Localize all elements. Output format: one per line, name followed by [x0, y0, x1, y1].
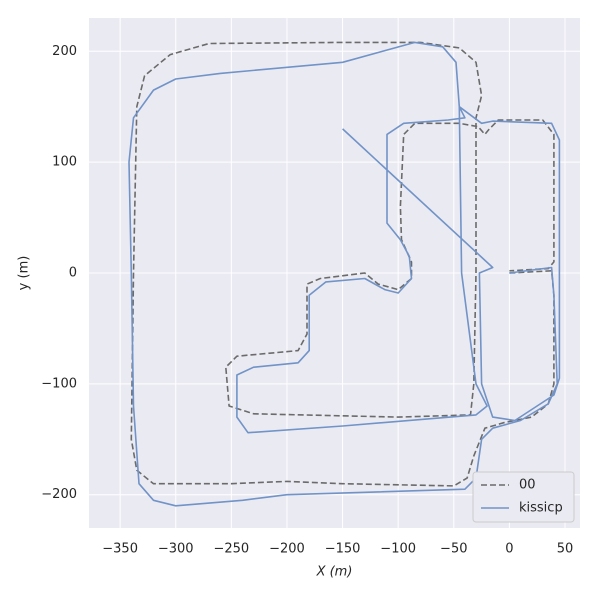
trajectory-line	[130, 41, 555, 487]
legend-label: 00	[519, 478, 536, 493]
y-tick-label: −200	[41, 487, 77, 502]
y-tick-label: 100	[52, 155, 77, 170]
legend: 00 kissicp	[472, 471, 575, 523]
legend-label: kissicp	[519, 501, 563, 516]
y-tick-label: 200	[52, 44, 77, 59]
x-tick-label: 50	[557, 542, 574, 557]
x-axis-label: X (m)	[316, 565, 353, 580]
x-tick-label: 0	[505, 542, 513, 557]
x-tick-label: −50	[440, 542, 467, 557]
x-tick-label: −150	[325, 542, 361, 557]
x-tick-label: −200	[269, 542, 305, 557]
y-tick-label: −100	[41, 376, 77, 391]
x-tick-label: −350	[102, 542, 138, 557]
y-tick-label: 0	[69, 266, 77, 281]
x-tick-label: −250	[213, 542, 249, 557]
x-tick-label: −300	[158, 542, 194, 557]
x-tick-label: −100	[380, 542, 416, 557]
trajectory-line	[128, 41, 561, 507]
y-axis-label: y (m)	[17, 256, 32, 291]
legend-box	[472, 471, 575, 523]
